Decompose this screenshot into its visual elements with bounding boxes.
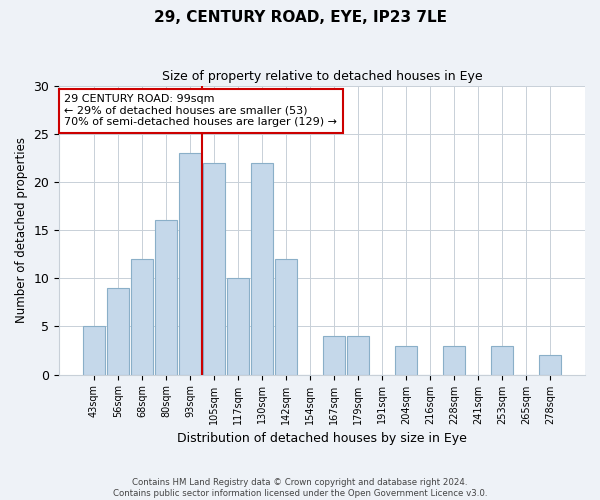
Text: 29 CENTURY ROAD: 99sqm
← 29% of detached houses are smaller (53)
70% of semi-det: 29 CENTURY ROAD: 99sqm ← 29% of detached… xyxy=(64,94,337,128)
Bar xyxy=(107,288,128,374)
Bar xyxy=(203,162,225,374)
Bar xyxy=(155,220,177,374)
Bar xyxy=(491,346,513,374)
X-axis label: Distribution of detached houses by size in Eye: Distribution of detached houses by size … xyxy=(177,432,467,445)
Bar xyxy=(539,356,561,374)
Bar xyxy=(83,326,104,374)
Text: Contains HM Land Registry data © Crown copyright and database right 2024.
Contai: Contains HM Land Registry data © Crown c… xyxy=(113,478,487,498)
Bar xyxy=(131,259,153,374)
Bar xyxy=(395,346,417,374)
Bar xyxy=(323,336,345,374)
Text: 29, CENTURY ROAD, EYE, IP23 7LE: 29, CENTURY ROAD, EYE, IP23 7LE xyxy=(154,10,446,25)
Bar xyxy=(179,153,201,374)
Title: Size of property relative to detached houses in Eye: Size of property relative to detached ho… xyxy=(162,70,482,83)
Bar xyxy=(227,278,249,374)
Bar xyxy=(275,259,297,374)
Bar xyxy=(347,336,369,374)
Bar xyxy=(443,346,465,374)
Bar xyxy=(251,162,273,374)
Y-axis label: Number of detached properties: Number of detached properties xyxy=(15,137,28,323)
